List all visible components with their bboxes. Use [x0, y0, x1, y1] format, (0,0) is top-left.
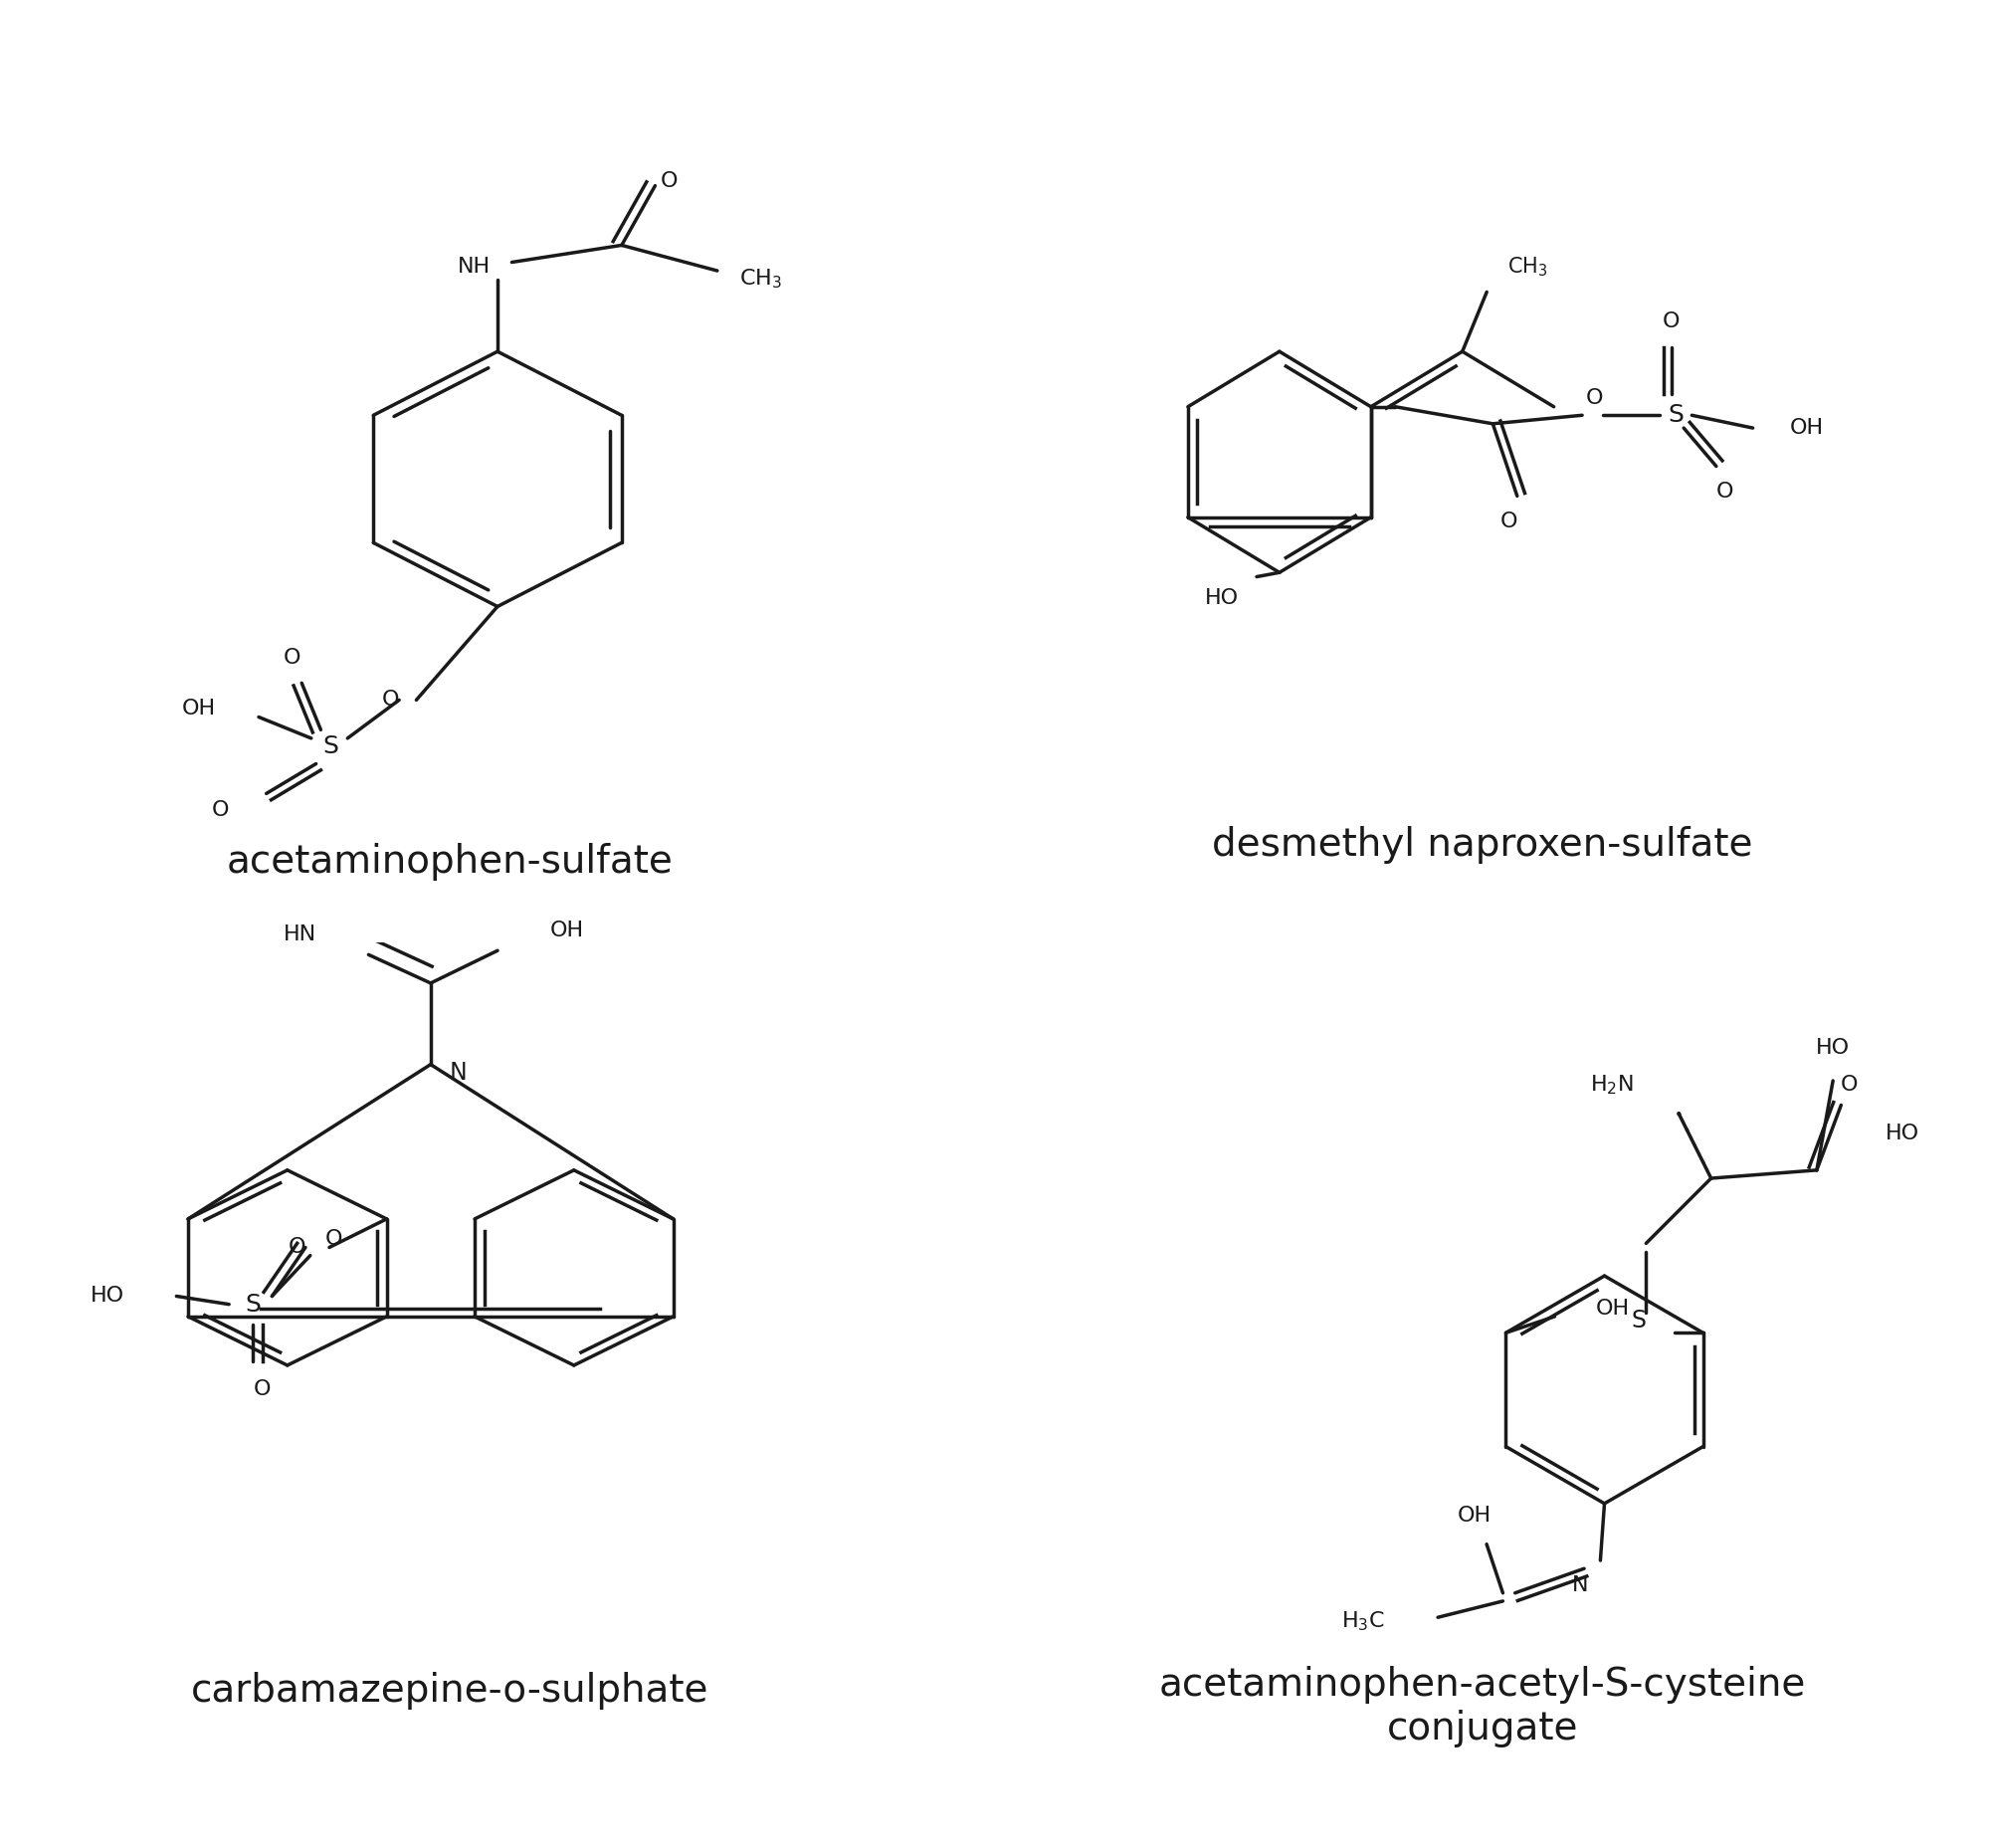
Text: O: O — [289, 1238, 304, 1257]
Text: HO: HO — [90, 1286, 123, 1307]
Text: O: O — [211, 800, 229, 821]
Text: O: O — [382, 689, 400, 710]
Text: H$_2$N: H$_2$N — [1590, 1074, 1634, 1096]
Text: S: S — [322, 736, 338, 760]
Text: CH$_3$: CH$_3$ — [1506, 255, 1548, 279]
Text: OH: OH — [1596, 1299, 1630, 1318]
Text: desmethyl naproxen-sulfate: desmethyl naproxen-sulfate — [1212, 826, 1753, 863]
Text: O: O — [283, 647, 300, 667]
Text: O: O — [1664, 312, 1680, 331]
Text: O: O — [1841, 1076, 1859, 1094]
Text: N: N — [1572, 1574, 1588, 1595]
Text: S: S — [1632, 1308, 1646, 1332]
Text: O: O — [326, 1229, 342, 1249]
Text: acetaminophen-sulfate: acetaminophen-sulfate — [227, 843, 673, 880]
Text: HO: HO — [1204, 588, 1238, 608]
Text: OH: OH — [1457, 1506, 1491, 1526]
Text: acetaminophen-acetyl-S-cysteine
conjugate: acetaminophen-acetyl-S-cysteine conjugat… — [1158, 1667, 1807, 1748]
Text: HN: HN — [283, 924, 316, 944]
Text: O: O — [255, 1380, 271, 1399]
Text: carbamazepine-o-sulphate: carbamazepine-o-sulphate — [191, 1672, 708, 1709]
Text: S: S — [1668, 403, 1684, 427]
Text: O: O — [1500, 512, 1518, 532]
Text: CH$_3$: CH$_3$ — [738, 268, 782, 290]
Text: N: N — [450, 1061, 468, 1085]
Text: HO: HO — [1817, 1039, 1851, 1059]
Text: S: S — [245, 1292, 261, 1316]
Text: O: O — [1586, 388, 1604, 408]
Text: NH: NH — [458, 257, 490, 277]
Text: O: O — [1715, 482, 1733, 501]
Text: H$_3$C: H$_3$C — [1341, 1610, 1385, 1634]
Text: HO: HO — [1887, 1124, 1920, 1144]
Text: OH: OH — [549, 920, 583, 941]
Text: OH: OH — [181, 699, 215, 719]
Text: OH: OH — [1789, 418, 1823, 438]
Text: O: O — [661, 172, 679, 192]
